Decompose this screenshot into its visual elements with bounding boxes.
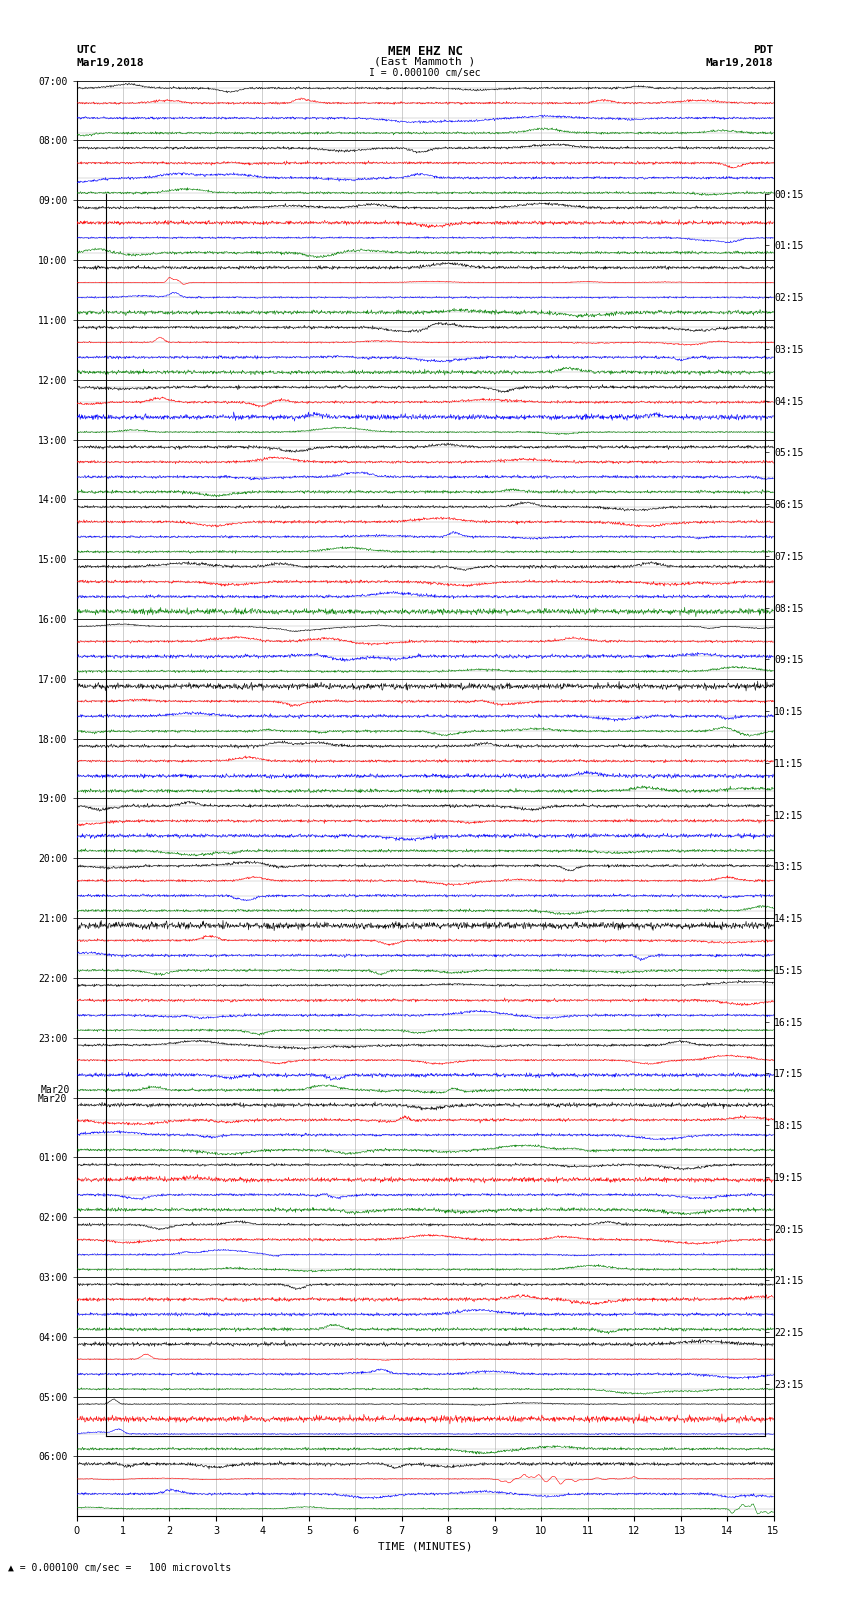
Text: (East Mammoth ): (East Mammoth ) (374, 56, 476, 66)
Text: Mar19,2018: Mar19,2018 (706, 58, 774, 68)
X-axis label: TIME (MINUTES): TIME (MINUTES) (388, 1542, 483, 1552)
Text: PDT: PDT (753, 45, 774, 55)
Text: Mar19,2018: Mar19,2018 (76, 58, 144, 68)
Text: I = 0.000100 cm/sec: I = 0.000100 cm/sec (369, 68, 481, 77)
Text: MEM EHZ NC: MEM EHZ NC (388, 45, 462, 58)
Text: UTC: UTC (76, 45, 97, 55)
Text: Mar20: Mar20 (70, 1060, 99, 1071)
Text: ▲ = 0.000100 cm/sec =   100 microvolts: ▲ = 0.000100 cm/sec = 100 microvolts (8, 1563, 232, 1573)
